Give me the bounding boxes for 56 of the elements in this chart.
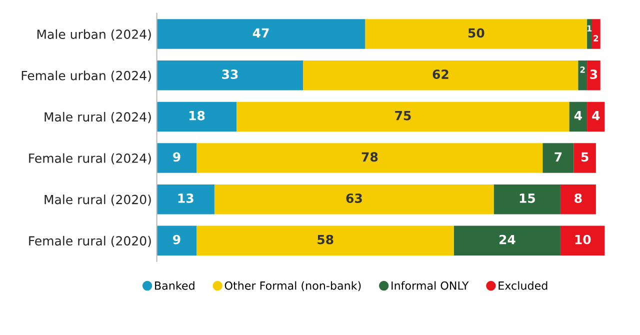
bar — [156, 226, 197, 256]
legend-label: Other Formal (non-bank) — [224, 281, 361, 292]
bar — [494, 184, 560, 214]
data-label: 9 — [173, 152, 180, 162]
data-label: 4 — [574, 111, 582, 120]
y-tick-label: Female urban (2024) — [22, 70, 151, 82]
data-label: 78 — [362, 152, 378, 162]
data-label: 2 — [580, 66, 585, 73]
bar — [156, 143, 197, 173]
data-label: 75 — [395, 111, 411, 120]
y-tick-label: Female rural (2020) — [29, 236, 151, 248]
data-label: 4 — [592, 111, 600, 120]
bar — [236, 102, 570, 132]
y-tick-label: Male urban (2024) — [37, 29, 151, 40]
bar — [574, 143, 596, 173]
data-label: 47 — [252, 28, 269, 38]
data-label: 33 — [222, 70, 238, 79]
data-label: 13 — [178, 193, 194, 203]
bar — [156, 102, 237, 132]
legend-label: Banked — [155, 281, 194, 290]
bar — [569, 102, 588, 132]
data-label: 5 — [581, 152, 588, 162]
bar — [542, 143, 574, 173]
bar — [303, 60, 578, 90]
data-label: 62 — [432, 70, 448, 79]
y-tick-label: Male rural (2024) — [44, 112, 151, 124]
bar — [587, 60, 600, 90]
bar — [365, 19, 588, 49]
legend-label: Informal ONLY — [392, 281, 469, 290]
bar — [560, 226, 605, 256]
data-label: 50 — [468, 28, 484, 38]
data-label: 18 — [189, 110, 205, 120]
bar — [214, 184, 494, 214]
data-label: 24 — [500, 234, 516, 244]
bar — [156, 60, 304, 90]
data-label: 15 — [520, 194, 535, 203]
legend-label: Excluded — [498, 281, 548, 290]
bar — [454, 226, 560, 256]
bar — [578, 60, 588, 90]
bar — [560, 184, 596, 214]
bar — [196, 226, 454, 256]
y-tick-label: Male rural (2020) — [44, 194, 151, 206]
bar — [587, 102, 605, 132]
bar — [591, 19, 600, 49]
data-label: 7 — [554, 152, 562, 162]
data-label: 2 — [594, 35, 598, 42]
data-label: 9 — [173, 234, 180, 244]
data-label: 10 — [575, 234, 591, 244]
bar — [156, 184, 214, 214]
data-label: 8 — [574, 193, 582, 203]
data-label: 58 — [318, 234, 334, 244]
bar — [156, 19, 366, 49]
data-label: 3 — [590, 70, 598, 79]
data-label: 63 — [346, 193, 362, 203]
bar — [196, 143, 543, 173]
y-tick-label: Female rural (2024) — [29, 153, 151, 164]
